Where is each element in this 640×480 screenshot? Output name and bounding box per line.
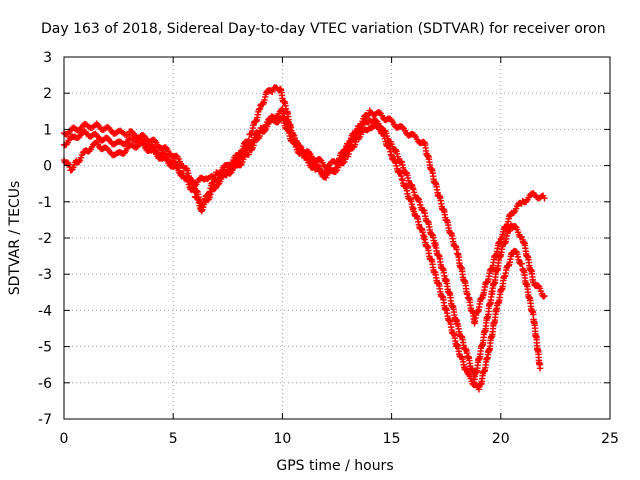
x-tick-label: 0: [60, 431, 69, 447]
data-point: [162, 144, 170, 151]
data-point: [260, 125, 268, 132]
data-point: [191, 188, 198, 195]
axis-ticks: 0 5 10 15 20 25 -7 -6 -5 -4 -3 -2 -1 0 1 2 3: [38, 50, 619, 447]
data-point: [364, 112, 372, 119]
y-tick-label: -6: [38, 376, 52, 392]
data-point: [536, 365, 544, 372]
data-point: [245, 144, 252, 151]
y-axis-label: SDTVAR / TECUs: [7, 181, 23, 296]
x-tick-label: 5: [169, 431, 178, 447]
data-point: [212, 185, 219, 192]
y-tick-label: -7: [38, 412, 52, 428]
x-tick-label: 15: [383, 431, 401, 447]
data-point: [244, 144, 252, 152]
data-point: [298, 146, 306, 154]
data-point: [518, 260, 526, 267]
data-point: [376, 109, 383, 116]
data-point: [373, 122, 380, 130]
y-tick-label: -2: [38, 231, 52, 247]
data-point: [399, 124, 406, 131]
data-point: [541, 292, 548, 300]
y-tick-label: 0: [43, 159, 52, 175]
y-tick-label: -3: [38, 267, 52, 283]
data-point: [269, 88, 276, 96]
x-tick-label: 25: [601, 431, 619, 447]
data-point: [290, 131, 297, 138]
data-point: [340, 159, 347, 167]
data-point: [256, 129, 263, 136]
y-tick-label: -5: [38, 340, 52, 356]
data-point: [245, 151, 252, 158]
data-point: [541, 194, 548, 202]
y-tick-label: 3: [43, 50, 52, 66]
y-tick-label: 2: [43, 86, 52, 102]
data-point: [200, 203, 207, 211]
series-day-3: [60, 105, 544, 393]
y-tick-label: 1: [43, 122, 52, 138]
x-tick-label: 10: [273, 431, 291, 447]
y-tick-label: -1: [38, 195, 52, 211]
chart-title: Day 163 of 2018, Sidereal Day-to-day VTE…: [41, 21, 606, 37]
x-tick-label: 20: [492, 431, 510, 447]
data-points: [60, 84, 548, 393]
data-point: [93, 120, 100, 127]
data-point: [316, 156, 324, 163]
y-tick-label: -4: [38, 303, 52, 319]
grid: [64, 57, 610, 419]
x-axis-label: GPS time / hours: [276, 458, 393, 474]
